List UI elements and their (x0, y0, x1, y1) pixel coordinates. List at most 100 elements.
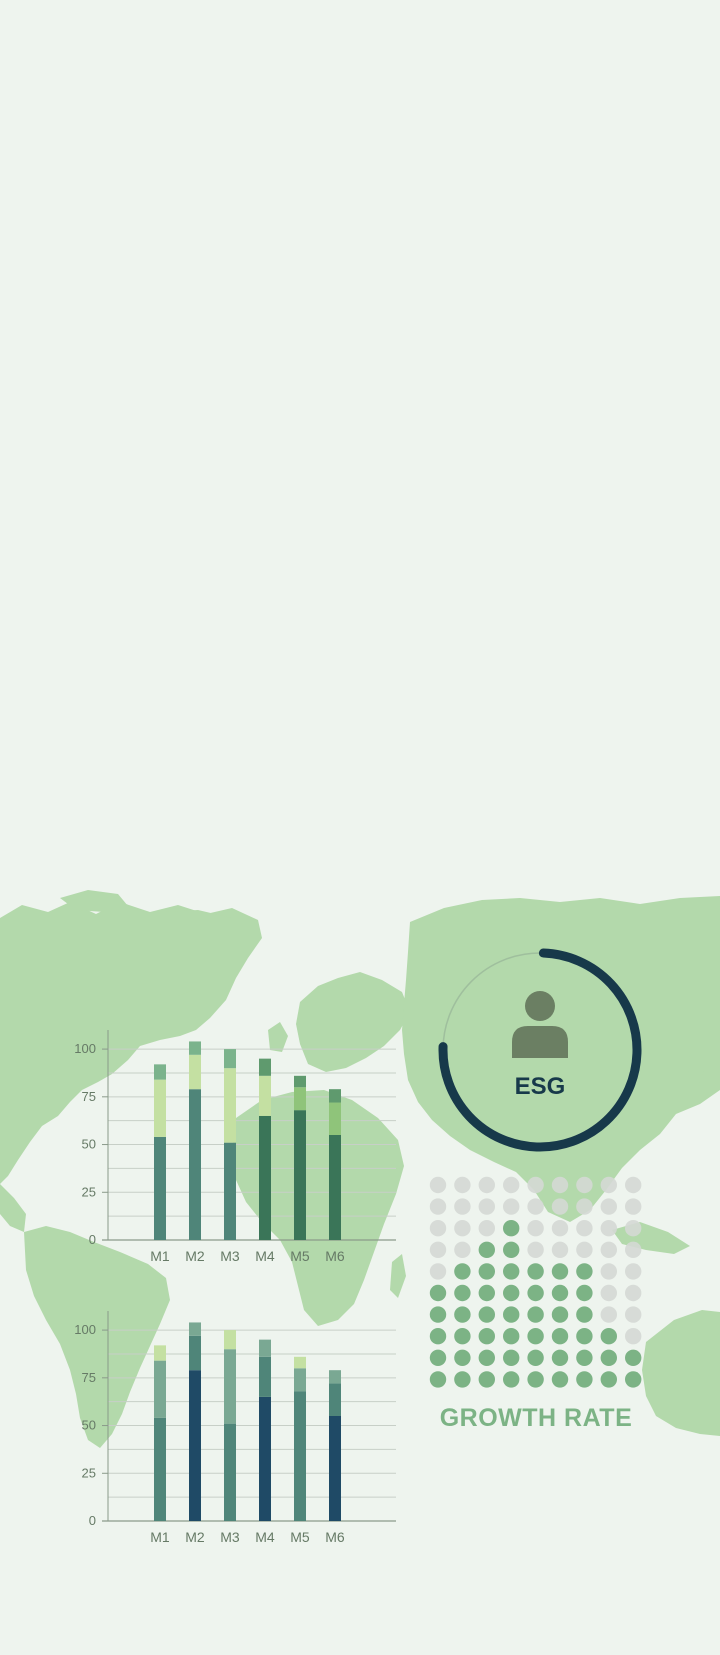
growth-dot-filled (503, 1220, 520, 1237)
growth-dot-filled (429, 1349, 447, 1367)
bar-segment (154, 1360, 166, 1418)
bar-segment (329, 1383, 341, 1416)
x-tick-label: M3 (220, 1248, 240, 1264)
growth-dot-filled (527, 1328, 544, 1345)
x-tick-label: M4 (255, 1248, 275, 1264)
continent-australia (642, 1310, 720, 1436)
growth-dot-filled (551, 1284, 569, 1302)
growth-dot-filled (478, 1349, 495, 1367)
bar-segment (224, 1049, 236, 1069)
growth-dot-filled (600, 1371, 617, 1388)
bar-segment (154, 1417, 166, 1521)
x-tick-label: M6 (325, 1248, 345, 1264)
growth-dot-filled (429, 1306, 447, 1323)
y-tick-label: 0 (89, 1513, 96, 1528)
island-uk (268, 1022, 288, 1052)
growth-dot-empty (551, 1176, 569, 1194)
bar-segment (294, 1356, 306, 1369)
esg-progress-ring: ESG (438, 948, 642, 1152)
growth-dot-filled (454, 1371, 471, 1388)
growth-dot-empty (478, 1198, 495, 1215)
person-icon-body (512, 1026, 568, 1058)
x-tick-label: M6 (325, 1529, 345, 1545)
growth-dot-empty (551, 1198, 569, 1215)
y-tick-label: 25 (82, 1184, 96, 1199)
bar-segment (294, 1368, 306, 1392)
bar-segment (189, 1041, 201, 1055)
bar-segment (154, 1079, 166, 1137)
bar-segment (294, 1075, 306, 1088)
y-tick-label: 50 (82, 1418, 96, 1433)
growth-dot-empty (625, 1241, 642, 1259)
growth-dot-empty (454, 1241, 471, 1259)
bar-segment (224, 1142, 236, 1240)
growth-dot-empty (527, 1220, 544, 1237)
bar-segment (259, 1396, 271, 1521)
growth-dot-filled (503, 1306, 520, 1323)
growth-dot-empty (551, 1220, 569, 1237)
growth-dot-empty (429, 1263, 447, 1280)
growth-dot-filled (527, 1306, 544, 1323)
growth-dot-filled (576, 1349, 593, 1367)
growth-dot-filled (503, 1263, 520, 1280)
growth-dot-empty (600, 1306, 617, 1323)
growth-dot-empty (576, 1220, 593, 1237)
bar-segment (329, 1370, 341, 1384)
growth-dot-filled (576, 1371, 593, 1388)
growth-dot-empty (625, 1306, 642, 1323)
region-central-america (0, 1184, 26, 1232)
growth-dot-empty (478, 1176, 495, 1194)
growth-dot-filled (503, 1241, 520, 1259)
growth-dot-empty (600, 1220, 617, 1237)
growth-dot-filled (478, 1241, 495, 1259)
world-map (0, 890, 720, 1448)
bar-segment (259, 1339, 271, 1357)
bar-segment (224, 1423, 236, 1521)
growth-dot-empty (600, 1284, 617, 1302)
bar-segment (329, 1089, 341, 1103)
island-madagascar (390, 1254, 406, 1298)
growth-dot-empty (429, 1220, 447, 1237)
x-tick-label: M3 (220, 1529, 240, 1545)
x-tick-label: M2 (185, 1529, 205, 1545)
growth-dot-empty (503, 1198, 520, 1215)
growth-dot-empty (551, 1241, 569, 1259)
y-tick-label: 0 (89, 1232, 96, 1247)
growth-dot-filled (503, 1349, 520, 1367)
growth-dot-empty (625, 1220, 642, 1237)
growth-dot-matrix (429, 1176, 642, 1388)
bar-segment (189, 1335, 201, 1371)
growth-rate-label: GROWTH RATE (440, 1404, 633, 1432)
growth-dot-filled (551, 1306, 569, 1323)
bar-segment (224, 1349, 236, 1424)
growth-dot-empty (625, 1284, 642, 1302)
growth-dot-filled (625, 1349, 642, 1367)
growth-dot-empty (527, 1176, 544, 1194)
growth-dot-filled (527, 1284, 544, 1302)
y-tick-label: 50 (82, 1137, 96, 1152)
growth-dot-filled (527, 1349, 544, 1367)
bar-segment (294, 1110, 306, 1240)
y-tick-label: 25 (82, 1465, 96, 1480)
growth-dot-empty (576, 1241, 593, 1259)
growth-dot-filled (527, 1371, 544, 1388)
bar-segment (329, 1416, 341, 1521)
growth-dot-filled (576, 1328, 593, 1345)
growth-dot-empty (600, 1263, 617, 1280)
person-icon (512, 991, 568, 1058)
bar-segment (189, 1322, 201, 1336)
y-tick-label: 100 (74, 1041, 96, 1056)
growth-dot-empty (576, 1176, 593, 1194)
growth-dot-filled (454, 1284, 471, 1302)
growth-dot-filled (600, 1349, 617, 1367)
growth-dot-filled (625, 1371, 642, 1388)
y-tick-label: 75 (82, 1370, 96, 1385)
growth-dot-empty (625, 1328, 642, 1345)
growth-dot-empty (454, 1220, 471, 1237)
y-tick-label: 100 (74, 1322, 96, 1337)
growth-dot-filled (478, 1306, 495, 1323)
growth-dot-empty (503, 1176, 520, 1194)
growth-dot-filled (551, 1263, 569, 1280)
growth-dot-filled (576, 1306, 593, 1323)
